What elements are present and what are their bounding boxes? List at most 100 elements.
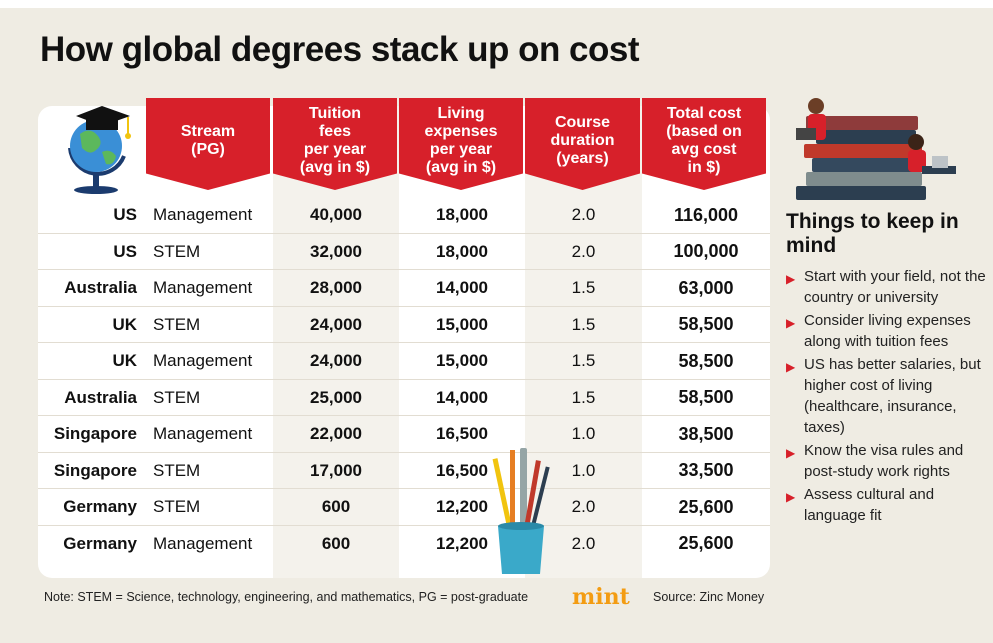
cell-tuition: 24,000 <box>310 351 362 370</box>
row-divider <box>38 305 770 307</box>
cell-living: 15,000 <box>436 314 488 334</box>
cell-duration: 1.5 <box>571 387 596 407</box>
cell-tuition: 600 <box>321 533 351 553</box>
cell-living: 15,000 <box>436 351 488 370</box>
list-item: ▶ Start with your field, not the country … <box>786 268 986 306</box>
cell-tuition: 24,000 <box>310 314 362 334</box>
cell-living: 18,000 <box>436 241 488 261</box>
cell-duration: 2.0 <box>571 533 596 553</box>
cell-living: 18,000 <box>436 205 488 224</box>
cell-stream: STEM <box>153 497 201 516</box>
cell-tuition: 28,000 <box>310 278 362 297</box>
cell-duration: 2.0 <box>571 497 596 516</box>
cell-total: 38,500 <box>678 423 734 444</box>
cell-duration: 1.0 <box>571 460 596 480</box>
students-books-icon <box>796 98 956 200</box>
cell-country: UK <box>112 351 137 370</box>
brand-logo: mint <box>572 584 630 610</box>
cell-living: 14,000 <box>436 387 488 407</box>
cell-stream: Management <box>153 278 253 297</box>
cell-country: Germany <box>63 497 137 516</box>
cell-total: 100,000 <box>673 241 739 261</box>
table-row: UK STEM 24,000 15,000 1.5 58,500 <box>38 307 770 343</box>
table-row: US STEM 32,000 18,000 2.0 100,000 <box>38 234 770 270</box>
top-strip <box>0 0 993 8</box>
cell-total: 58,500 <box>678 350 734 371</box>
sidebar-title: Things to keep in mind <box>786 210 959 257</box>
cell-tuition: 25,000 <box>310 387 362 407</box>
cell-total: 116,000 <box>673 204 739 225</box>
cell-stream: STEM <box>153 387 201 407</box>
bullet-arrow-icon: ▶ <box>786 360 796 374</box>
cell-total: 63,000 <box>678 277 734 298</box>
cell-total: 25,600 <box>678 496 734 517</box>
header-duration: Course duration (years) <box>525 98 640 190</box>
table-row: Germany STEM 600 12,200 2.0 25,600 <box>38 489 770 526</box>
cell-living: 12,200 <box>436 497 488 516</box>
cell-country: Australia <box>64 387 137 407</box>
cell-country: US <box>113 241 137 261</box>
cell-stream: STEM <box>153 314 201 334</box>
cell-tuition: 600 <box>321 497 351 516</box>
page-title: How global degrees stack up on cost <box>40 30 640 69</box>
footnote: Note: STEM = Science, technology, engine… <box>44 590 529 604</box>
row-divider <box>38 488 770 489</box>
cell-stream: Management <box>153 351 253 370</box>
cell-stream: Management <box>153 424 253 443</box>
row-divider <box>38 524 770 526</box>
cell-country: US <box>113 205 137 224</box>
cell-duration: 1.5 <box>571 278 596 297</box>
pencil-cup-icon <box>492 448 550 574</box>
row-divider <box>38 415 770 416</box>
cell-stream: Management <box>153 533 253 553</box>
cell-total: 58,500 <box>678 387 734 407</box>
header-living: Living expenses per year (avg in $) <box>399 98 523 190</box>
cell-country: Australia <box>64 278 137 297</box>
tips-list: ▶ Start with your field, not the country … <box>786 266 986 528</box>
cell-duration: 2.0 <box>571 241 596 261</box>
table-row: Singapore STEM 17,000 16,500 1.0 33,500 <box>38 453 770 489</box>
cell-living: 16,500 <box>436 424 488 443</box>
cell-duration: 1.5 <box>571 351 596 370</box>
table-row: Germany Management 600 12,200 2.0 25,600 <box>38 526 770 563</box>
cell-duration: 1.0 <box>571 424 596 443</box>
list-item: ▶ Know the visa rules and post-study work… <box>786 442 964 480</box>
list-item: ▶ US has better salaries, but higher cost… <box>786 356 981 436</box>
cell-total: 58,500 <box>678 314 734 334</box>
cell-stream: STEM <box>153 460 201 480</box>
bullet-arrow-icon: ▶ <box>786 316 796 330</box>
cell-stream: Management <box>153 205 253 224</box>
bullet-arrow-icon: ▶ <box>786 272 796 286</box>
list-item: ▶ Consider living expenses along with tui… <box>786 312 971 350</box>
row-divider <box>38 451 770 453</box>
header-total: Total cost (based on avg cost in $) <box>642 98 766 190</box>
cell-tuition: 32,000 <box>310 241 362 261</box>
cell-tuition: 22,000 <box>310 424 362 443</box>
cell-living: 14,000 <box>436 278 488 297</box>
table-row: UK Management 24,000 15,000 1.5 58,500 <box>38 343 770 380</box>
cell-tuition: 40,000 <box>310 205 362 224</box>
cell-country: Singapore <box>53 460 137 480</box>
cell-country: UK <box>112 314 137 334</box>
table-row: Singapore Management 22,000 16,500 1.0 3… <box>38 416 770 453</box>
table-row: Australia Management 28,000 14,000 1.5 6… <box>38 270 770 307</box>
source-credit: Source: Zinc Money <box>653 590 765 604</box>
row-divider <box>38 232 770 234</box>
cell-living: 12,200 <box>436 533 488 553</box>
bullet-arrow-icon: ▶ <box>786 490 796 504</box>
cell-tuition: 17,000 <box>310 460 362 480</box>
cell-duration: 1.5 <box>571 314 596 334</box>
row-divider <box>38 378 770 380</box>
row-divider <box>38 342 770 343</box>
globe-graduation-cap-icon <box>68 106 131 194</box>
table-row: Australia STEM 25,000 14,000 1.5 58,500 <box>38 380 770 416</box>
list-item: ▶ Assess cultural and language fit <box>786 486 935 524</box>
table-row: US Management 40,000 18,000 2.0 116,000 <box>38 197 770 234</box>
header-tuition: Tuition fees per year (avg in $) <box>273 98 397 190</box>
cell-duration: 2.0 <box>571 205 596 224</box>
cell-country: Germany <box>63 533 137 553</box>
cell-living: 16,500 <box>436 460 488 480</box>
cell-total: 33,500 <box>678 460 734 480</box>
cell-country: Singapore <box>53 424 137 443</box>
cell-stream: STEM <box>153 241 201 261</box>
